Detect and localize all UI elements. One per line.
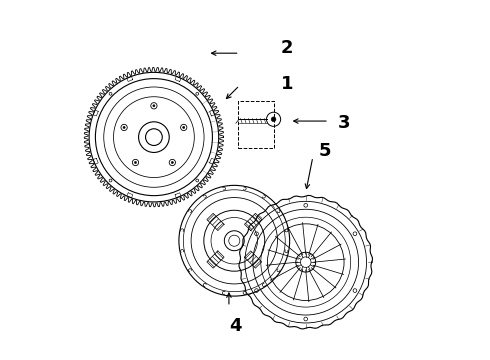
Circle shape — [183, 126, 185, 129]
Text: 3: 3 — [338, 114, 350, 132]
Bar — [238, 102, 273, 148]
Text: 2: 2 — [281, 39, 293, 57]
Text: 5: 5 — [318, 143, 331, 161]
Circle shape — [123, 126, 125, 129]
Text: 4: 4 — [229, 318, 242, 336]
Text: 1: 1 — [281, 75, 293, 93]
Circle shape — [172, 161, 173, 163]
Circle shape — [134, 161, 137, 163]
Circle shape — [271, 117, 276, 122]
Circle shape — [153, 105, 155, 107]
